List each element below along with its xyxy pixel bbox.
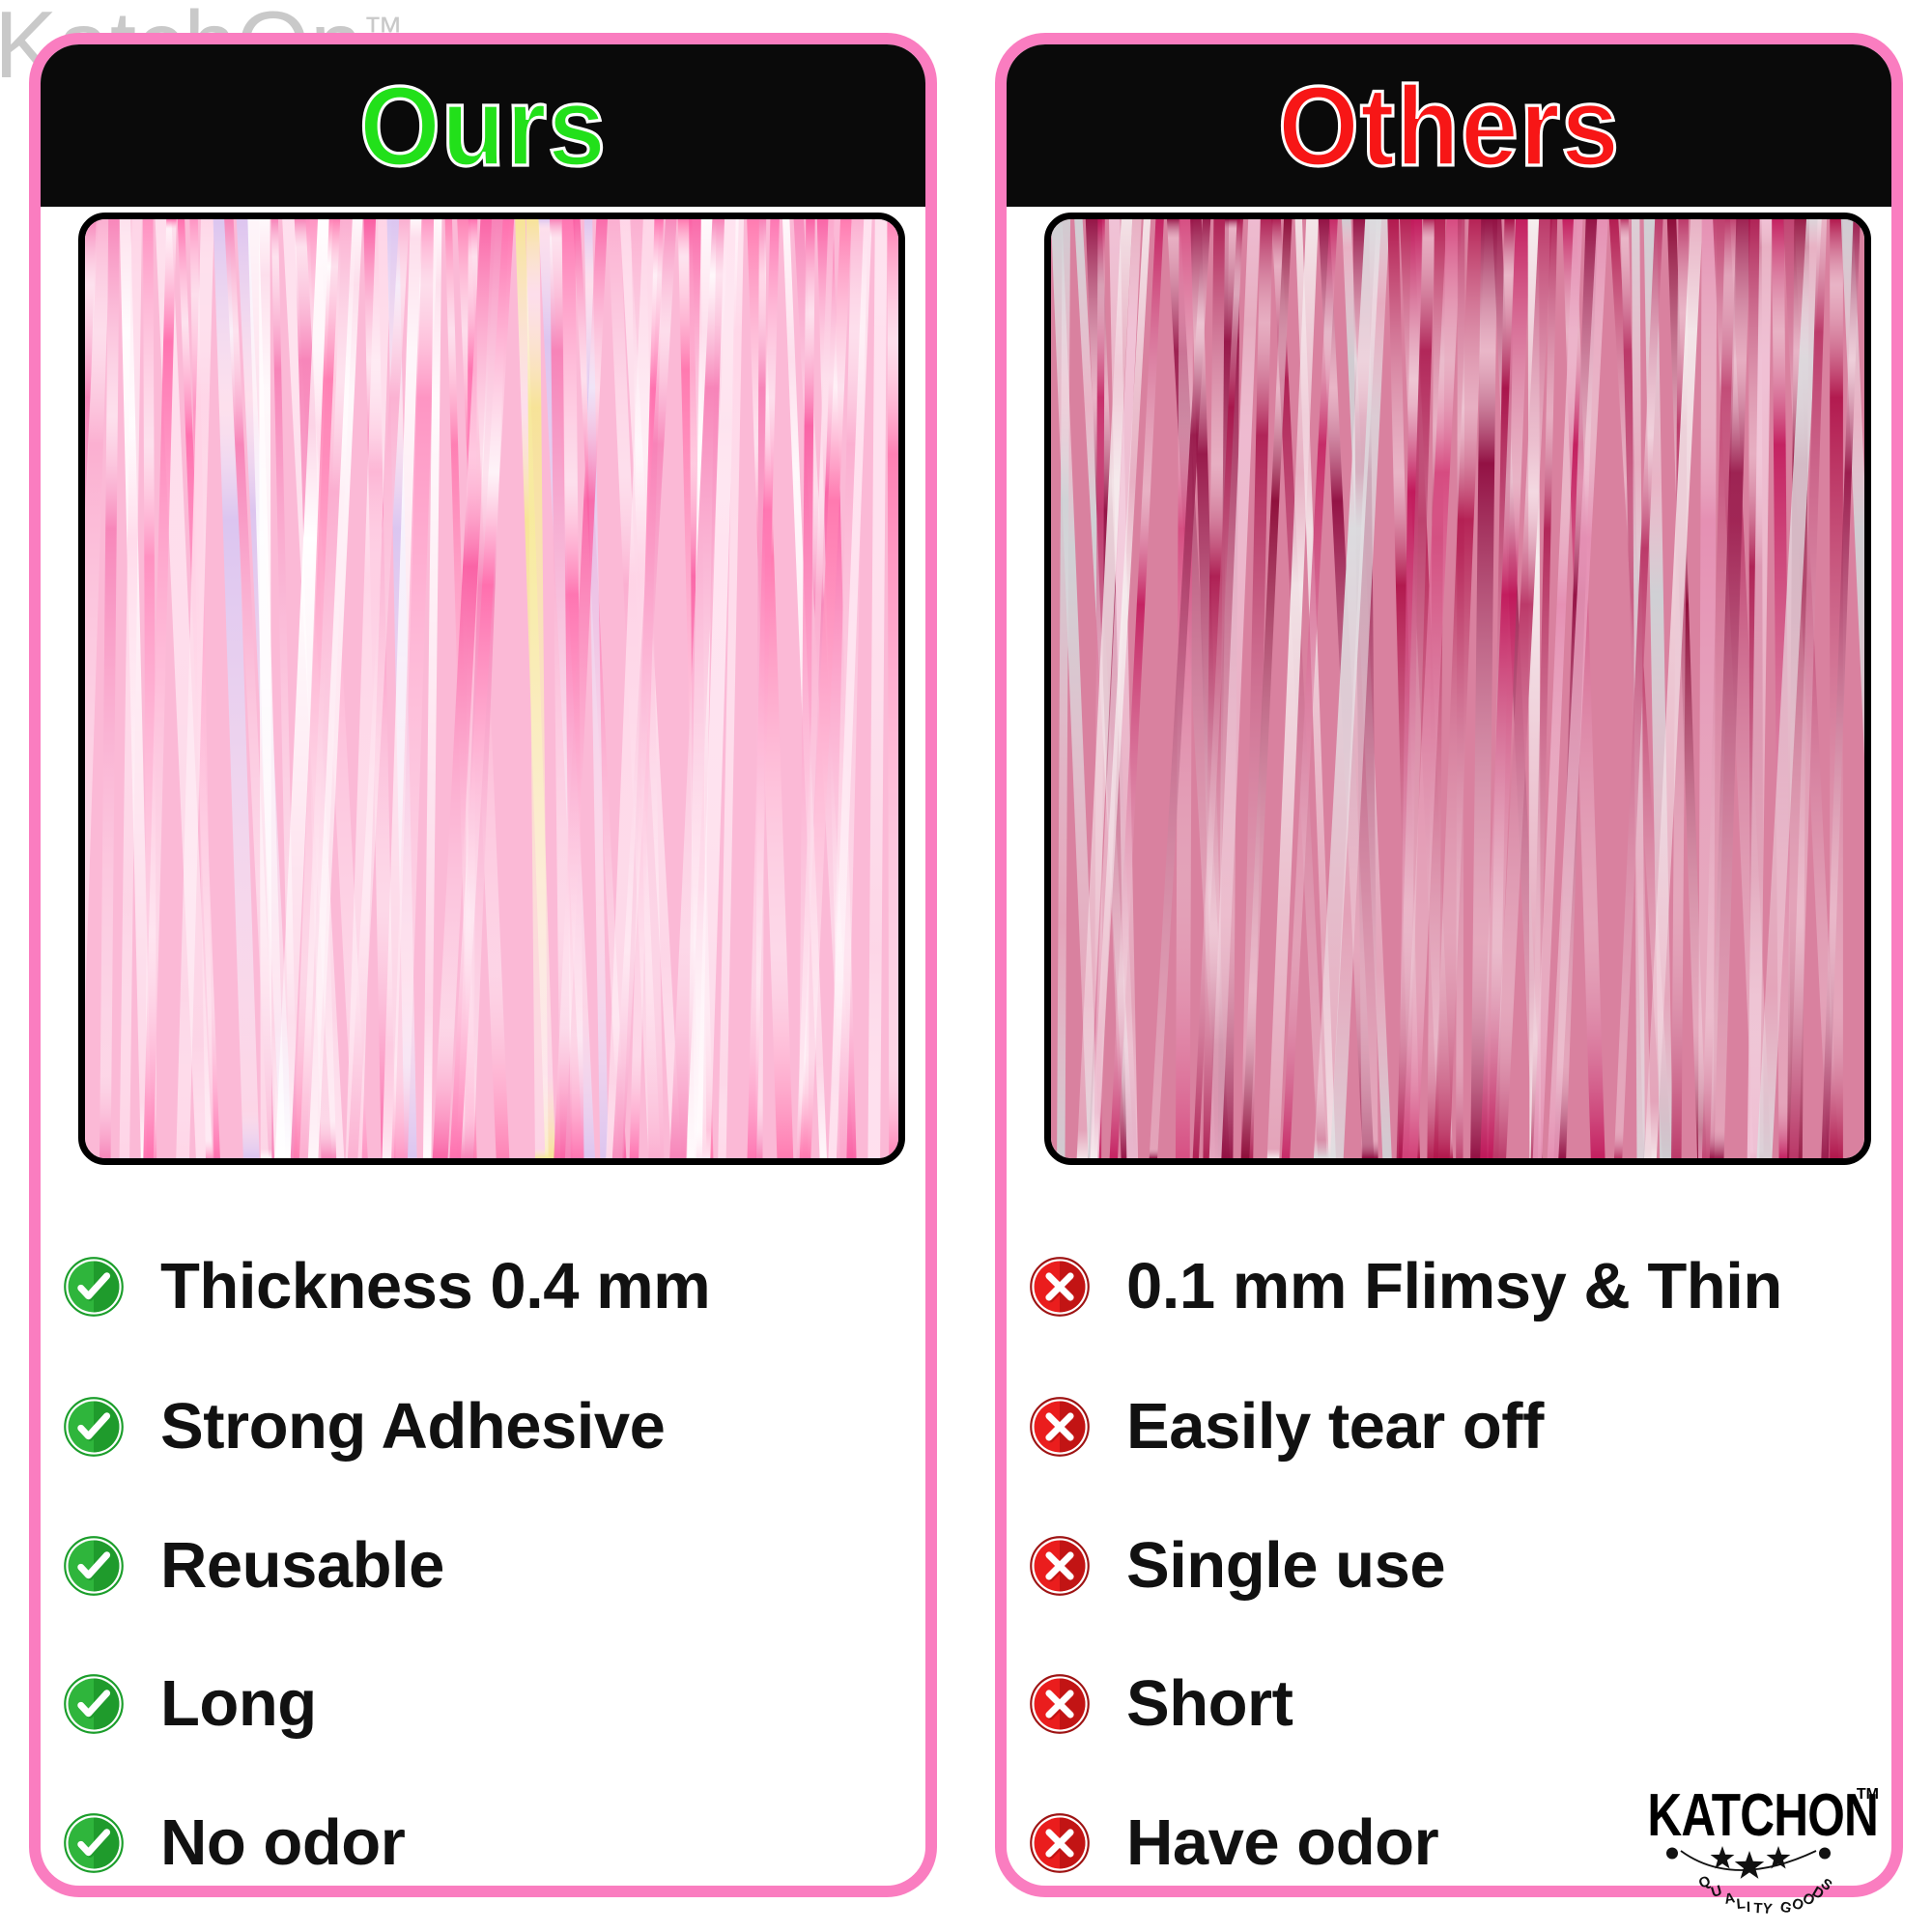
svg-text:U: U <box>1709 1883 1723 1901</box>
svg-text:I: I <box>1747 1899 1750 1915</box>
svg-text:Y: Y <box>1762 1900 1774 1915</box>
svg-text:A: A <box>1723 1889 1737 1908</box>
svg-text:KATCHON: KATCHON <box>1647 1781 1878 1849</box>
svg-text:L: L <box>1736 1895 1747 1913</box>
svg-text:TM: TM <box>1857 1786 1879 1803</box>
